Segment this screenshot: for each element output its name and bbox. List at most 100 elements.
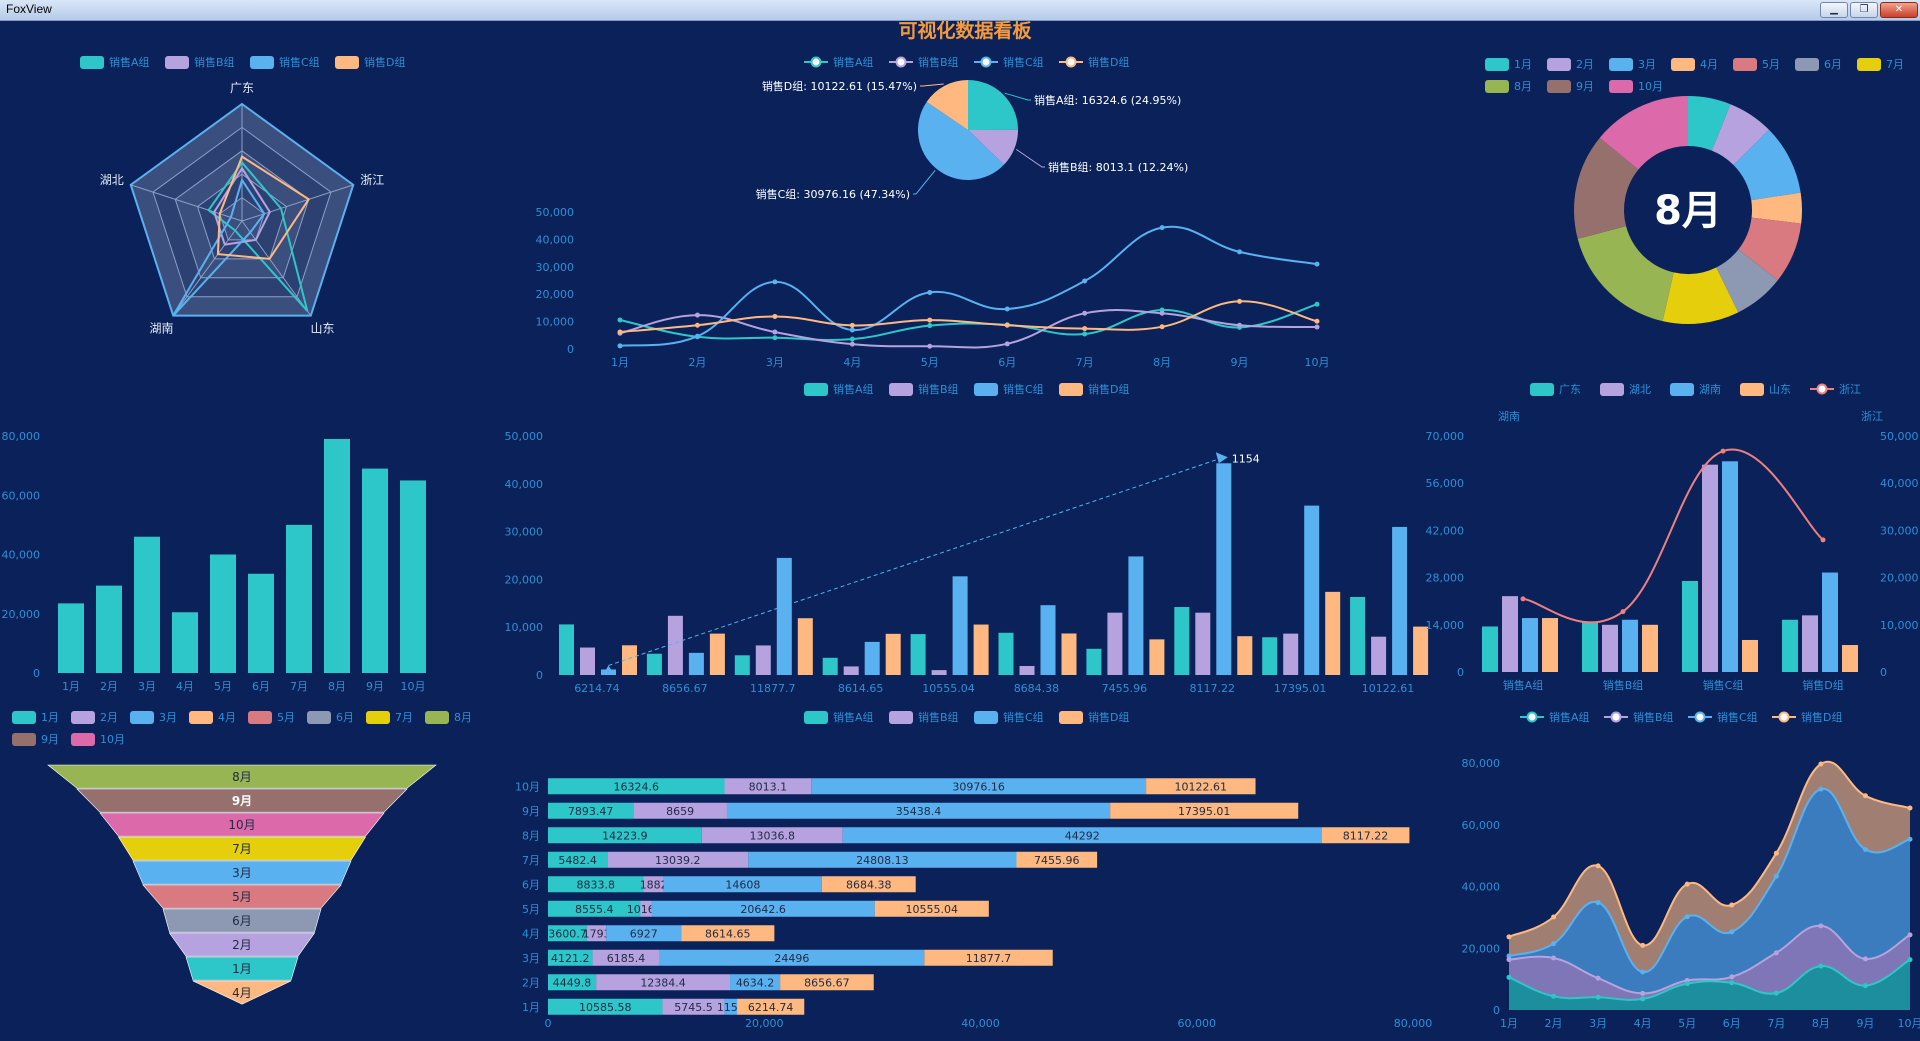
legend-label: 销售D组 (1088, 710, 1129, 724)
y-tick-label-right: 30,000 (1880, 524, 1919, 537)
x-tick-label: 3月 (1589, 1017, 1607, 1030)
stack-segment-label: 5482.4 (558, 854, 597, 867)
funnel-segment (162, 908, 322, 933)
area-point (1818, 963, 1824, 969)
line-point (927, 289, 933, 295)
donut-slice (1738, 217, 1802, 281)
close-button[interactable]: ✕ (1880, 2, 1918, 18)
x-tick-label: 10月 (401, 680, 426, 693)
funnel-label: 4月 (232, 986, 252, 1000)
dashboard-title: 可视化数据看板 (898, 21, 1032, 42)
combo-bar (1842, 645, 1858, 672)
legend-swatch-icon (189, 711, 213, 724)
line-point (1082, 331, 1088, 337)
group-bar (1262, 637, 1278, 675)
month-bar (172, 612, 198, 673)
legend-label: 销售A组 (833, 55, 874, 69)
y-tick-label: 14,000 (1426, 619, 1465, 632)
legend-swatch-icon (12, 711, 36, 724)
stack-segment (607, 851, 749, 868)
area-point (1506, 953, 1512, 959)
legend-label: 2月 (100, 711, 118, 724)
month-funnel-chart: 8月 9月 10月 7月 3月 5月 6月 2月 1月 4月 (47, 764, 437, 1005)
group-bar (622, 645, 637, 675)
group-bar (734, 655, 750, 675)
minimize-button[interactable]: ▁ (1820, 2, 1848, 18)
y-tick-label: 7月 (522, 854, 540, 867)
maximize-button[interactable]: ❐ (1850, 2, 1878, 18)
legend-label: 7月 (1886, 58, 1904, 71)
legend-label: 5月 (1762, 58, 1780, 71)
legend-label: 销售B组 (1633, 710, 1674, 724)
line-point (927, 343, 933, 349)
stack-segment-label: 8013.1 (749, 780, 788, 793)
month-bar (286, 524, 312, 673)
donut-slice (1751, 192, 1802, 224)
legend-swatch-icon (804, 711, 828, 724)
area-point (1729, 929, 1735, 935)
stack-segment-label: 3600.7 (548, 927, 587, 940)
legend-label: 8月 (454, 711, 472, 724)
area-point (1684, 981, 1690, 987)
area-point (1818, 786, 1824, 792)
stack-segment-label: 12384.4 (640, 976, 686, 989)
legend-dot-icon (895, 56, 907, 68)
stack-segment (633, 802, 727, 819)
legend-dot-icon (1526, 711, 1538, 723)
y-tick-label: 40,000 (1462, 881, 1501, 894)
funnel-segment (117, 836, 367, 861)
pie-slice (918, 101, 1005, 181)
stack-segment-label: 11877.7 (966, 952, 1012, 965)
legend-label: 销售A组 (109, 55, 150, 69)
line-point (1004, 306, 1010, 312)
stack-segment (681, 925, 775, 942)
stack-segment (726, 802, 1111, 819)
x-tick-label: 2月 (1545, 1017, 1563, 1030)
stack-segment-label: 8555.4 (575, 903, 614, 916)
pie-slice (926, 80, 968, 130)
stack-segment-label: 4121.2 (551, 952, 590, 965)
line-point (1314, 301, 1320, 307)
combo-bar (1502, 596, 1518, 672)
group-bar (1019, 666, 1035, 675)
legend-swatch-icon (1485, 80, 1509, 93)
stack-segment-label: 10585.58 (579, 1001, 632, 1014)
stack-segment (606, 925, 682, 942)
stack-segment-label: 6185.4 (607, 952, 646, 965)
radar-indicator-label: 山东 (311, 322, 335, 336)
x-tick-label: 销售B组 (1603, 678, 1644, 692)
stack-segment-label: 6927 (630, 927, 658, 940)
stack-segment (874, 900, 989, 917)
funnel-segment (142, 884, 342, 909)
stack-segment (821, 876, 916, 893)
stack-segment (1321, 827, 1410, 844)
stack-segment (1110, 802, 1299, 819)
legend-label: 1月 (1514, 58, 1532, 71)
group-bar (843, 666, 859, 675)
area-point (1773, 990, 1779, 996)
x-tick-label: 8117.22 (1190, 682, 1236, 695)
combo-bar (1602, 624, 1618, 672)
funnel-label: 6月 (232, 914, 252, 928)
funnel-segment (168, 932, 316, 957)
radar-indicator-label: 湖北 (100, 172, 124, 187)
legend-swatch-icon (1059, 383, 1083, 396)
line-point (617, 329, 623, 335)
combo-bar (1742, 639, 1758, 672)
group-bar (1413, 626, 1429, 675)
legend-label: 销售B组 (918, 710, 959, 724)
y-tick-label: 28,000 (1426, 572, 1465, 585)
area-point (1551, 993, 1557, 999)
stack-segment-label: 8833.8 (577, 878, 616, 891)
stack-segment (659, 949, 925, 966)
legend-swatch-icon (80, 56, 104, 69)
legend-label: 销售B组 (194, 55, 235, 69)
funnel-label: 7月 (232, 842, 252, 856)
funnel-label: 2月 (232, 938, 252, 952)
area-point (1684, 881, 1690, 887)
y-tick-label: 80,000 (2, 430, 41, 443)
radar-series (216, 155, 311, 260)
y-tick-label: 9月 (522, 805, 540, 818)
area-line (1508, 760, 1911, 947)
area-point (1551, 955, 1557, 961)
